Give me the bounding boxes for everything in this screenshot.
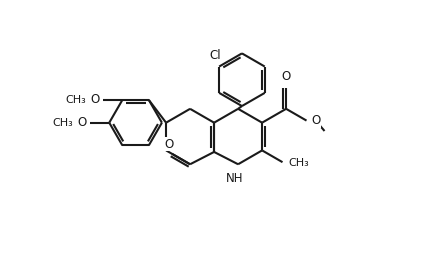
Text: O: O bbox=[281, 70, 291, 83]
Text: NH: NH bbox=[225, 172, 243, 185]
Text: CH₃: CH₃ bbox=[52, 118, 73, 128]
Text: O: O bbox=[77, 116, 87, 129]
Text: O: O bbox=[165, 138, 173, 151]
Text: CH₃: CH₃ bbox=[65, 95, 86, 105]
Text: O: O bbox=[91, 93, 100, 106]
Text: O: O bbox=[311, 114, 320, 127]
Text: Cl: Cl bbox=[209, 49, 221, 62]
Text: CH₃: CH₃ bbox=[288, 158, 309, 168]
